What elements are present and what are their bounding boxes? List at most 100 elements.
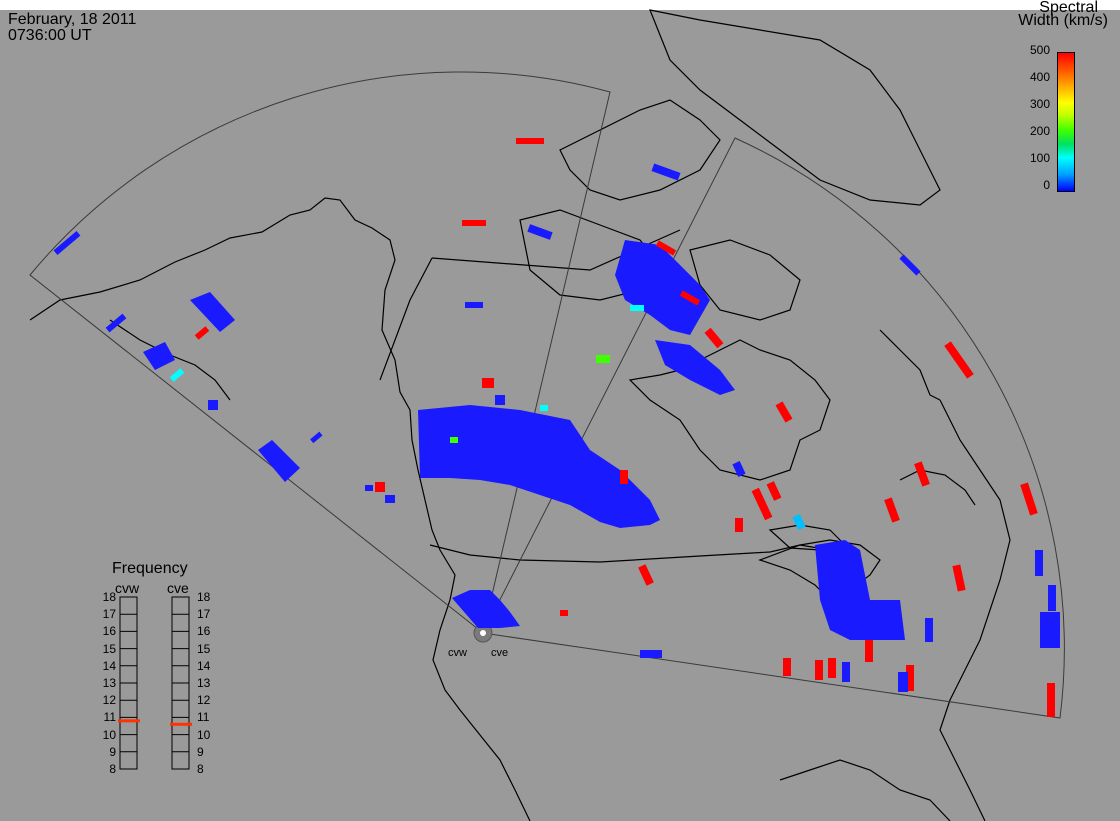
- echo-blue-pac-2: [385, 495, 395, 503]
- echo-east-red-12: [865, 640, 873, 662]
- colorbar: [1057, 52, 1075, 192]
- echo-red-2: [462, 220, 486, 226]
- top-white-strip: [0, 0, 1120, 10]
- border-alaska: [379, 257, 433, 381]
- echo-east-blue-4: [640, 650, 662, 658]
- echo-alaska-blue-2: [105, 313, 127, 333]
- frequency-tick-label: 16: [102, 624, 116, 639]
- echo-alaska-3: [258, 440, 300, 482]
- echo-alaska-blue-1: [53, 231, 81, 255]
- frequency-indicators: [118, 719, 192, 726]
- echo-east-red-4: [952, 564, 966, 592]
- echo-arctic-column-2: [655, 340, 735, 395]
- echo-alaska-1: [190, 292, 235, 332]
- echo-east-blue-5: [899, 254, 921, 276]
- border-provinces-1: [431, 229, 681, 271]
- colorbar-tick: 0: [1043, 178, 1050, 192]
- gulf-stlawrence: [899, 469, 976, 506]
- echo-east-red-9: [766, 481, 782, 501]
- frequency-tick-label: 8: [197, 762, 204, 776]
- echo-arctic-cyan: [630, 305, 644, 311]
- echo-east-cyan-1: [792, 513, 806, 531]
- echo-east-red-6: [884, 497, 900, 523]
- echo-blue-mid: [465, 302, 483, 308]
- fov-cve: [482, 137, 1065, 719]
- echo-arctic-green: [596, 355, 610, 363]
- echo-alaska-blue-4: [208, 400, 218, 410]
- echo-arctic-blue-2: [527, 224, 553, 240]
- echo-east-red-13: [828, 658, 836, 678]
- echo-red-1: [516, 138, 544, 144]
- frequency-tick-label: 9: [109, 744, 116, 759]
- echo-arctic-red-2: [679, 290, 701, 306]
- echo-near-red: [560, 610, 568, 616]
- frequency-tick-label: 13: [197, 676, 211, 690]
- echo-near-fan-cvw: [452, 590, 520, 628]
- echo-blue-pac-1: [365, 485, 373, 491]
- frequency-column-label-cvw: cvw: [115, 580, 140, 596]
- echoes-cvw: [53, 138, 660, 628]
- echo-east-blue-9: [898, 672, 908, 692]
- echo-east-blue-2: [1048, 585, 1056, 611]
- labrador-coast: [879, 329, 941, 401]
- echo-east-red-18: [620, 470, 628, 484]
- echoes-cve: [527, 163, 1060, 717]
- echo-arctic-column: [615, 240, 710, 335]
- echo-east-red-11: [906, 665, 914, 691]
- frequency-tick-label: 13: [102, 676, 116, 690]
- frequency-tick-label: 10: [197, 727, 211, 742]
- frequency-boxes: [119, 596, 190, 770]
- echo-arctic-blue-top: [651, 163, 681, 181]
- colorbar-tick: 100: [1029, 151, 1050, 165]
- echo-east-blue-7: [842, 662, 850, 682]
- echo-east-blue-6: [732, 460, 746, 478]
- echo-greatlakes-block: [815, 540, 905, 640]
- east-coast-line: [939, 399, 1011, 821]
- frequency-column-label-cve: cve: [167, 580, 189, 596]
- radar-site: [473, 623, 493, 643]
- frequency-tick-label: 11: [103, 710, 116, 725]
- colorbar-title-line1: Spectral: [1039, 0, 1098, 16]
- greenland: [649, 9, 941, 206]
- frequency-title: Frequency: [112, 560, 188, 577]
- echo-green-fleck: [450, 437, 458, 443]
- echo-cyan-fleck: [540, 405, 548, 411]
- freq-indicator-cve: [170, 722, 192, 726]
- arctic-islands-3: [689, 239, 801, 321]
- colorbar-tick: 500: [1029, 43, 1050, 57]
- colorbar-title-line2: Width (km/s): [1018, 12, 1108, 29]
- frequency-tick-label: 18: [197, 590, 211, 604]
- aleutian-line: [109, 319, 231, 401]
- radar-label-cvw: cvw: [448, 647, 467, 659]
- echo-east-red-15: [783, 658, 791, 676]
- echo-alaska-cyan: [169, 368, 185, 382]
- freq-indicator-cvw: [118, 719, 140, 723]
- frequency-tick-label: 12: [197, 693, 211, 708]
- frequency-tick-label: 10: [102, 727, 116, 742]
- frequency-tick-label: 14: [102, 658, 116, 673]
- frequency-tick-label: 8: [109, 762, 116, 776]
- echo-arctic-red-1: [655, 240, 677, 256]
- echo-east-red-16: [704, 327, 724, 349]
- gulf-coast: [779, 759, 951, 821]
- fov-outlines: [29, 71, 1065, 719]
- frequency-tick-label: 15: [102, 641, 116, 656]
- frequency-tick-label: 12: [102, 693, 116, 708]
- frequency-tick-label: 18: [102, 590, 116, 604]
- frequency-tick-label: 17: [197, 607, 211, 622]
- border-49n: [429, 544, 861, 563]
- radar-label-cve: cve: [491, 647, 509, 659]
- frequency-tick-label: 17: [102, 607, 116, 622]
- echo-alaska-red: [194, 326, 210, 340]
- date-label: February, 18 2011: [8, 11, 137, 28]
- frequency-tick-label: 14: [197, 658, 211, 673]
- echo-blue-mid-2: [495, 395, 505, 405]
- colorbar-tick: 300: [1029, 97, 1050, 111]
- frequency-tick-label: 9: [197, 744, 204, 759]
- hudson-bay: [628, 339, 831, 481]
- echo-alaska-2: [143, 342, 175, 370]
- echo-red-3: [482, 378, 494, 388]
- arctic-islands-1: [559, 99, 721, 201]
- west-coast-line: [29, 197, 531, 821]
